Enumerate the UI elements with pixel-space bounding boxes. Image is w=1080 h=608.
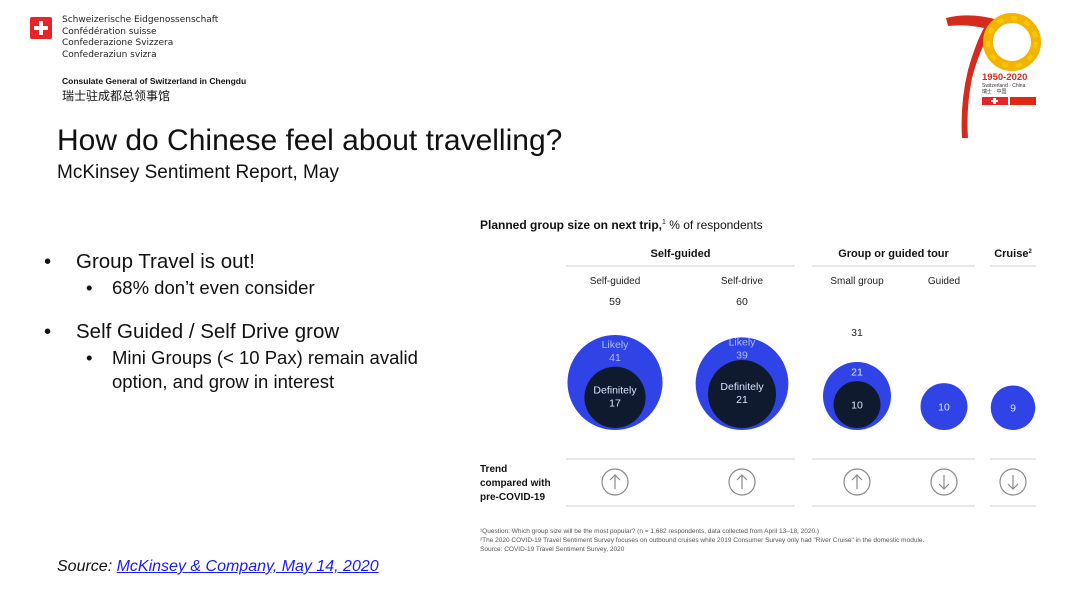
arrow-down-icon	[1007, 475, 1019, 490]
sub-bullet-item: • 68% don’t even consider	[44, 276, 464, 300]
bullet-dot-icon: •	[44, 320, 52, 343]
likely-value: 10	[938, 402, 950, 414]
source-line: Source: McKinsey & Company, May 14, 2020	[57, 558, 379, 576]
chart-title: Planned group size on next trip,1 % of r…	[480, 218, 763, 232]
trend-up-icon	[728, 468, 756, 496]
category-label: Self-guided	[590, 276, 641, 287]
group-header: Group or guided tour	[838, 248, 949, 260]
chart-footnote-2: ²The 2020 COVID-19 Travel Sentiment Surv…	[480, 537, 925, 544]
sub-bullet-text: Mini Groups (< 10 Pax) remain avalid opt…	[112, 347, 418, 392]
bullet-item: • Group Travel is out!	[44, 250, 464, 274]
trend-row-label: compared with	[480, 478, 551, 489]
bullet-dot-icon: •	[86, 277, 93, 298]
swiss-flag-logo	[30, 17, 52, 39]
anniversary-70-logo	[946, 13, 1041, 138]
category-label: Guided	[928, 276, 960, 287]
bullet-list: • Group Travel is out! • 68% don’t even co…	[44, 250, 464, 394]
category-label: Self-drive	[721, 276, 764, 287]
definitely-label: Definitely	[720, 381, 764, 393]
bullet-text: Group Travel is out!	[76, 250, 255, 273]
likely-bubble	[990, 385, 1036, 430]
sub-bullet-text: 68% don’t even consider	[112, 277, 315, 298]
chart-title-rest: % of respondents	[665, 218, 763, 232]
arrow-up-icon	[609, 474, 621, 489]
consulate-name-en: Consulate General of Switzerland in Chen…	[62, 76, 247, 86]
consulate-name-zh: 瑞士驻成都总领事馆	[62, 89, 171, 103]
china-flag-icon	[1010, 97, 1036, 105]
group-header: Cruise2	[994, 248, 1032, 260]
sub-bullet-item: • Mini Groups (< 10 Pax) remain avalid op…	[44, 346, 464, 394]
source-link[interactable]: McKinsey & Company, May 14, 2020	[116, 558, 379, 575]
likely-bubble	[920, 383, 968, 430]
swiss-flag-icon	[982, 97, 1008, 105]
anniversary-subtitle-zh: 瑞士 · 中国	[982, 89, 1007, 95]
likely-label: Likely	[729, 337, 757, 349]
chart-footnote-1: ¹Question: Which group size will be the …	[480, 528, 820, 535]
definitely-bubble	[707, 359, 777, 428]
likely-value: 39	[736, 350, 748, 362]
category-label: Small group	[830, 276, 884, 287]
bullet-item: • Self Guided / Self Drive grow	[44, 320, 464, 344]
federation-names: Schweizerische Eidgenossenschaft Confédé…	[62, 15, 218, 61]
anniversary-flags	[982, 97, 1046, 105]
arrow-up-icon	[736, 474, 748, 489]
trend-up-icon	[843, 468, 871, 496]
definitely-value: 10	[851, 400, 863, 412]
page-title: How do Chinese feel about travelling?	[57, 124, 563, 157]
federation-name-it: Confederazione Svizzera	[62, 38, 174, 48]
trend-down-icon	[930, 468, 958, 496]
anniversary-years: 1950-2020	[982, 72, 1028, 83]
trend-row-label: pre-COVID-19	[480, 492, 545, 503]
federation-name-rm: Confederaziun svizra	[62, 49, 157, 60]
federation-name-fr: Confédération suisse	[62, 26, 157, 37]
trend-row-label: Trend	[480, 464, 507, 475]
trend-down-icon	[999, 468, 1027, 496]
likely-value: 9	[1010, 403, 1016, 415]
definitely-value: 17	[609, 397, 621, 409]
source-prefix: Source:	[57, 558, 117, 575]
bullet-dot-icon: •	[86, 347, 93, 368]
likely-value: 41	[609, 352, 621, 364]
definitely-bubble	[833, 381, 881, 428]
bullet-dot-icon: •	[44, 250, 52, 273]
anniversary-label: 1950-2020 Switzerland · China 瑞士 · 中国	[982, 72, 1046, 105]
likely-label: Likely	[602, 339, 630, 351]
total-value-label: 59	[609, 296, 621, 308]
chart-title-bold: Planned group size on next trip,	[480, 218, 663, 232]
total-value-label: 31	[851, 327, 863, 339]
page-subtitle: McKinsey Sentiment Report, May	[57, 162, 339, 183]
arrow-down-icon	[938, 475, 950, 490]
chart-title-footnote-mark: 1	[662, 219, 666, 226]
definitely-bubble	[584, 366, 646, 428]
trend-up-icon	[601, 468, 629, 496]
arrow-up-icon	[851, 474, 863, 489]
group-header: Self-guided	[651, 248, 711, 260]
definitely-value: 21	[736, 394, 748, 406]
bubble-chart: Self-guided Group or guided tour Cruise2 Se…	[480, 248, 1036, 507]
definitely-label: Definitely	[593, 384, 637, 396]
likely-value: 21	[851, 367, 863, 379]
chart-footnote-source: Source: COVID-19 Travel Sentiment Survey…	[480, 546, 625, 553]
bullet-text: Self Guided / Self Drive grow	[76, 320, 340, 343]
anniversary-subtitle: Switzerland · China	[982, 83, 1026, 89]
total-value-label: 60	[736, 296, 748, 308]
federation-name-de: Schweizerische Eidgenossenschaft	[62, 15, 219, 25]
